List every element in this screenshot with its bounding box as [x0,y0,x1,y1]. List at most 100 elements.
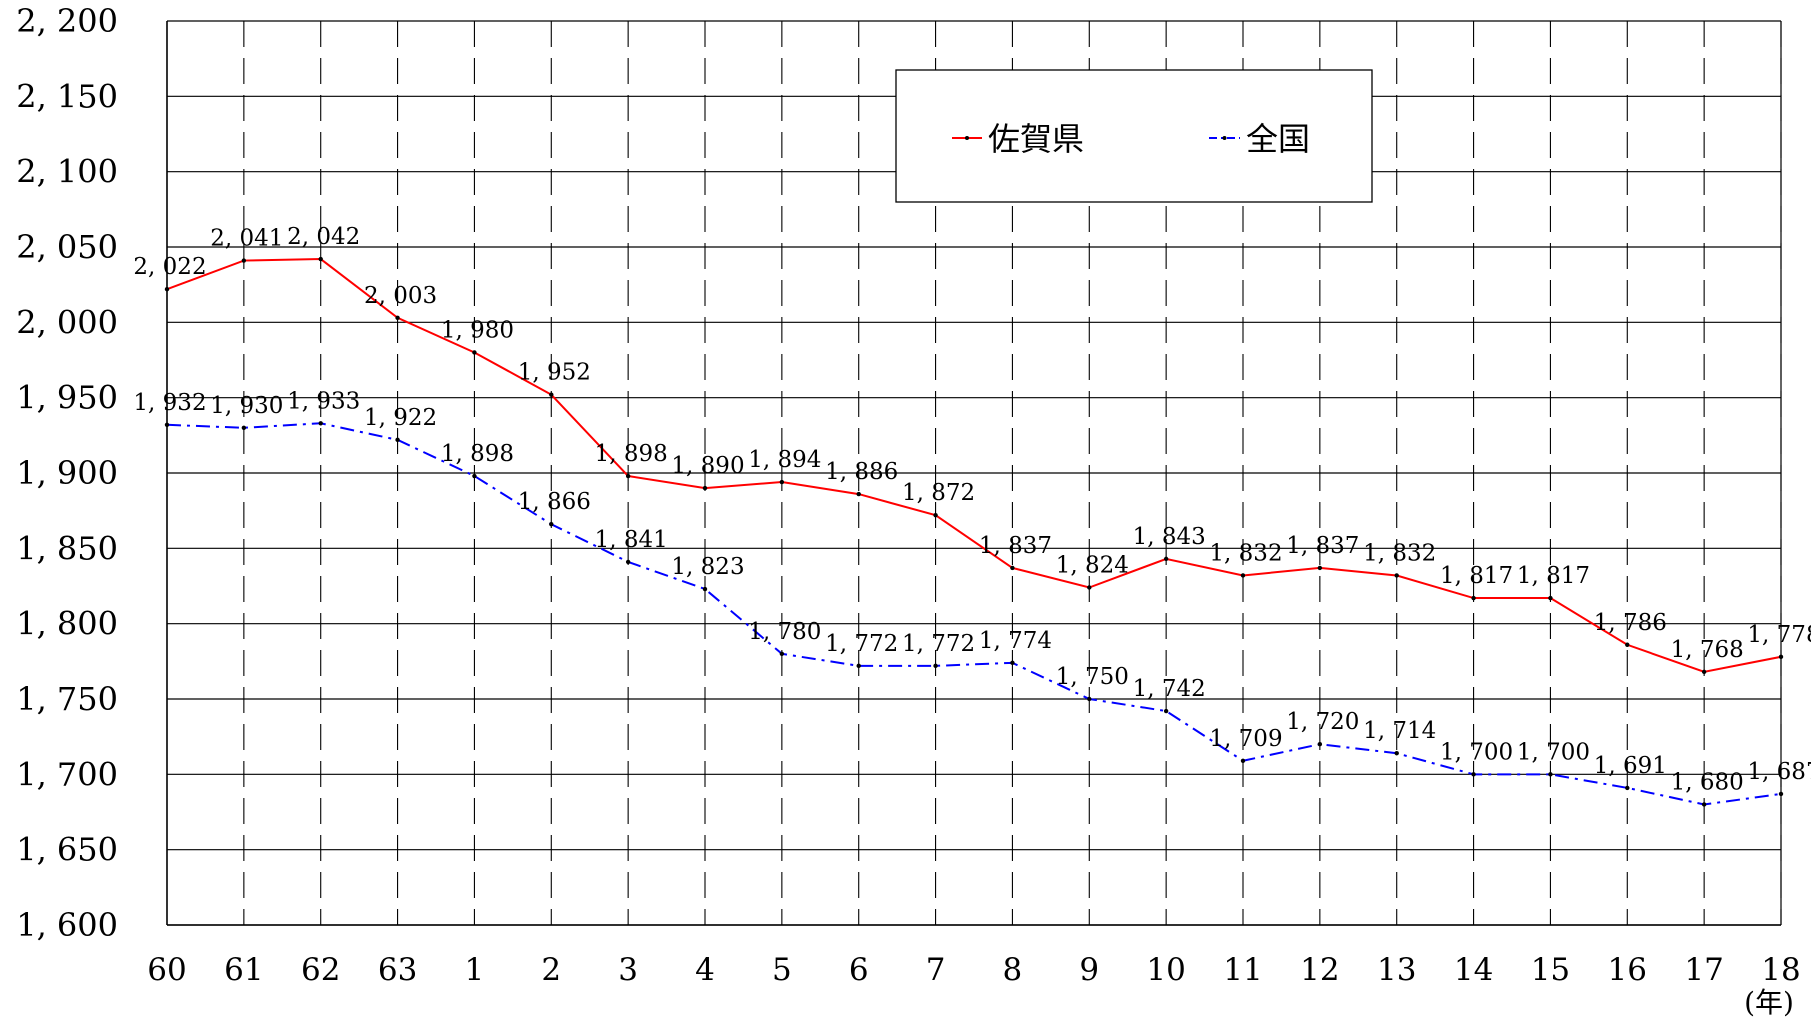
x-tick-label: 9 [1079,952,1099,988]
data-point [1778,654,1784,660]
data-label: 1, 898 [595,441,668,467]
data-label: 1, 750 [1056,664,1129,690]
data-label: 1, 687 [1747,759,1811,785]
data-point [1087,585,1092,590]
legend-label: 佐賀県 [988,120,1084,158]
data-point [933,663,938,669]
data-label: 1, 872 [902,480,975,506]
y-tick-label: 1, 900 [16,454,118,492]
data-point [1010,660,1015,666]
data-label: 1, 841 [595,527,668,553]
data-point [1701,669,1707,675]
data-point [1778,791,1784,797]
data-point [1471,772,1476,777]
data-label: 1, 898 [441,441,514,467]
data-point [395,315,400,321]
data-label: 1, 832 [1363,540,1436,566]
y-tick-label: 2, 150 [16,77,118,115]
data-label: 1, 922 [364,405,437,431]
data-label: 1, 933 [287,388,360,414]
data-point [856,663,861,669]
data-label: 2, 003 [364,283,437,309]
x-tick-label: 12 [1300,952,1339,988]
data-label: 1, 824 [1056,553,1129,579]
data-point [472,473,477,479]
data-label: 1, 980 [441,317,514,343]
data-label: 1, 772 [902,631,975,657]
y-tick-label: 1, 700 [16,755,118,793]
x-tick-label: 13 [1377,952,1416,988]
data-label: 1, 772 [825,631,898,657]
data-label: 2, 042 [287,224,360,250]
data-point [933,512,938,518]
data-label: 1, 691 [1594,753,1667,779]
x-tick-label: 1 [465,952,485,988]
data-point [1317,565,1323,571]
series-line-saga [166,258,1782,673]
data-label: 1, 952 [518,360,591,386]
x-tick-label: 63 [378,952,417,988]
data-label: 1, 742 [1133,676,1206,702]
data-label: 1, 932 [133,390,206,416]
data-point [779,651,785,656]
data-point [318,256,323,262]
data-point [241,425,247,430]
data-label: 1, 774 [979,628,1052,654]
x-tick-label: 16 [1608,952,1647,988]
x-tick-label: 10 [1146,952,1185,988]
data-point [1163,708,1169,714]
x-tick-label: 17 [1684,952,1723,988]
data-label: 1, 714 [1363,718,1436,744]
x-unit-label: (年) [1744,986,1794,1019]
legend-marker [965,136,969,140]
data-label: 1, 866 [518,489,591,515]
data-label: 1, 832 [1209,540,1282,566]
y-tick-label: 2, 000 [16,303,118,341]
data-label: 1, 817 [1517,563,1590,589]
x-tick-label: 3 [618,952,638,988]
x-tick-label: 60 [147,952,186,988]
data-point [318,421,323,426]
x-tick-label: 61 [224,952,263,988]
data-label: 1, 680 [1671,769,1744,795]
data-point [549,522,554,527]
legend-label: 全国 [1246,120,1310,158]
data-point [1548,595,1553,601]
data-label: 1, 786 [1594,610,1667,636]
data-point [1625,785,1630,791]
data-point [856,491,861,497]
data-label: 1, 843 [1133,524,1206,550]
data-point [1010,565,1015,571]
x-tick-label: 7 [926,952,946,988]
x-tick-label: 4 [695,952,715,988]
grid [167,20,1782,926]
y-tick-label: 1, 950 [16,379,118,417]
data-point [164,422,170,427]
x-tick-label: 6 [849,952,869,988]
data-label: 1, 823 [671,554,744,580]
x-tick-label: 11 [1223,952,1262,988]
data-point [1240,758,1246,763]
data-point [1240,573,1246,578]
axes: 1, 600 1, 650 1, 700 1, 750 1, 800 1, 850 1, 9… [16,2,1801,1019]
x-tick-label: 5 [772,952,792,988]
data-label: 1, 768 [1671,637,1744,663]
data-label: 1, 700 [1440,739,1513,765]
data-point [395,437,400,443]
y-tick-label: 1, 750 [16,680,118,718]
data-point [472,350,477,355]
series-line-national [166,422,1782,806]
data-point [164,286,170,292]
data-point [1394,751,1399,756]
y-tick-label: 2, 100 [16,153,118,191]
x-tick-label: 8 [1003,952,1023,988]
data-label: 1, 837 [979,533,1052,559]
data-point [1317,742,1323,747]
legend: 佐賀県 全国 [895,69,1373,203]
data-point [1625,642,1630,647]
data-label: 2, 041 [210,226,283,252]
x-tick-label: 2 [541,952,561,988]
